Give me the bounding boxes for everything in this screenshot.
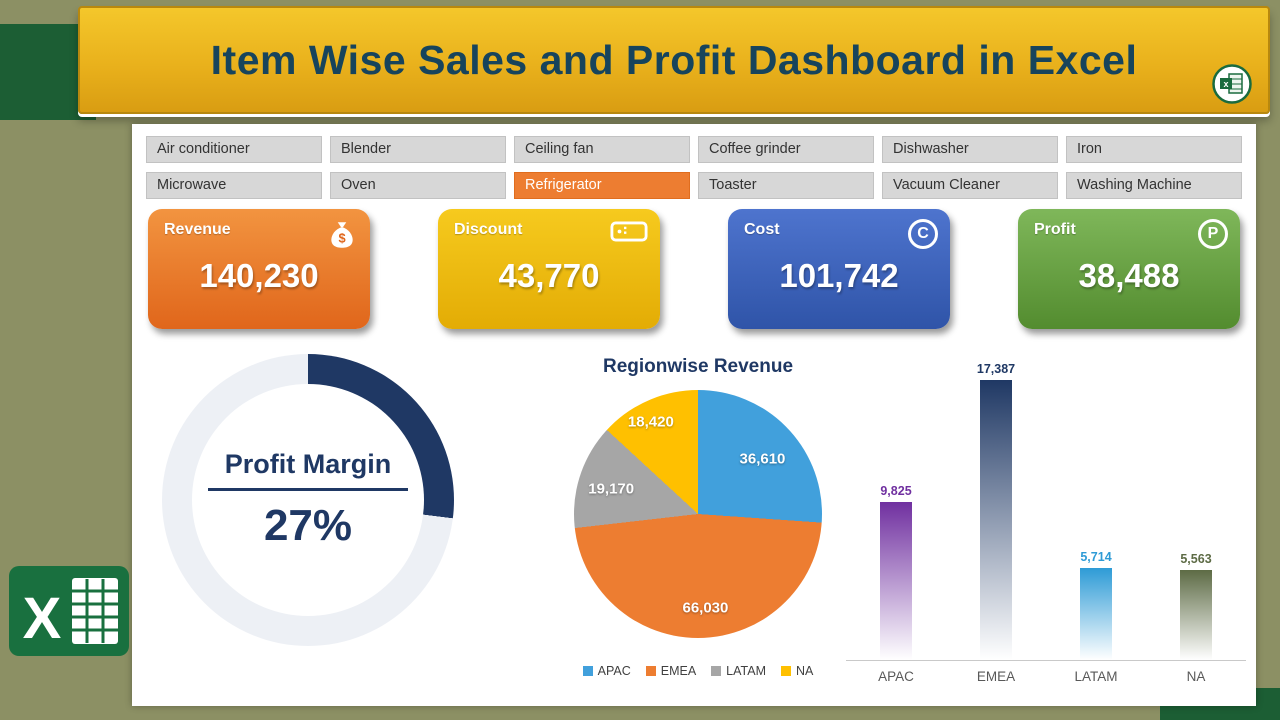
pie-slice-label-emea: 66,030: [682, 599, 729, 617]
kpi-label: Revenue: [164, 221, 231, 238]
kpi-card-cost: Cost C 101,742: [728, 209, 950, 329]
slicer-refrigerator[interactable]: Refrigerator: [514, 172, 690, 199]
pie-chart-title: Regionwise Revenue: [602, 356, 794, 377]
slicer-iron[interactable]: Iron: [1066, 136, 1242, 163]
slicer-oven[interactable]: Oven: [330, 172, 506, 199]
regionwise-revenue-chart: Regionwise Revenue 36,610 66,030 19,170 …: [552, 356, 844, 678]
kpi-value: 140,230: [199, 257, 319, 294]
legend-label: LATAM: [726, 664, 766, 678]
kpi-label: Profit: [1034, 221, 1076, 238]
dashboard-canvas: Air conditioner Blender Ceiling fan Coff…: [132, 124, 1256, 706]
bar: [880, 502, 912, 660]
legend-swatch: [645, 666, 656, 676]
legend-item-apac: APAC: [582, 664, 631, 678]
bar-column-apac: 9,825: [846, 484, 946, 660]
bar-value-label: 5,714: [1080, 550, 1112, 564]
bar: [1080, 568, 1112, 660]
kpi-value: 101,742: [779, 257, 899, 294]
donut-value: 27%: [263, 501, 353, 550]
excel-badge-icon: x: [1212, 64, 1252, 104]
kpi-label: Cost: [744, 221, 780, 238]
circle-letter: C: [908, 219, 938, 249]
slicer-air-conditioner[interactable]: Air conditioner: [146, 136, 322, 163]
excel-logo: X: [8, 558, 130, 662]
legend-label: NA: [796, 664, 814, 678]
money-bag-icon: $: [326, 219, 358, 256]
slicer-dishwasher[interactable]: Dishwasher: [882, 136, 1058, 163]
bar-plot-area: 9,825 17,387 5,714 5,563: [846, 362, 1246, 661]
kpi-row: Revenue $ 140,230 Discount: [148, 209, 1240, 329]
circle-p-icon: P: [1198, 219, 1228, 249]
regionwise-pie: 36,610 66,030 19,170 18,420: [574, 390, 822, 638]
svg-text:X: X: [23, 586, 62, 651]
bar-category-axis: APAC EMEA LATAM NA: [846, 661, 1246, 684]
kpi-card-revenue: Revenue $ 140,230: [148, 209, 370, 329]
bar-column-latam: 5,714: [1046, 550, 1146, 660]
bar-category-label: LATAM: [1074, 669, 1118, 684]
bar-column-na: 5,563: [1146, 552, 1246, 660]
slicer-ceiling-fan[interactable]: Ceiling fan: [514, 136, 690, 163]
donut-center: Profit Margin 27%: [192, 384, 424, 616]
svg-text:x: x: [1223, 79, 1228, 89]
kpi-label: Discount: [454, 221, 523, 238]
legend-label: APAC: [597, 664, 631, 678]
bar: [980, 380, 1012, 660]
legend-item-na: NA: [781, 664, 813, 678]
pie-legend: APAC EMEA LATAM NA: [552, 664, 844, 678]
legend-item-latam: LATAM: [711, 664, 766, 678]
bar-value-label: 17,387: [976, 362, 1016, 376]
slicer-coffee-grinder[interactable]: Coffee grinder: [698, 136, 874, 163]
kpi-card-discount: Discount 43,770: [438, 209, 660, 329]
regionwise-bar-chart: 9,825 17,387 5,714 5,563 APAC EME: [846, 362, 1246, 700]
legend-label: EMEA: [660, 664, 697, 678]
svg-text:$: $: [338, 230, 345, 245]
slicer-washing-machine[interactable]: Washing Machine: [1066, 172, 1242, 199]
bar-column-emea: 17,387: [946, 362, 1046, 660]
item-slicers: Air conditioner Blender Ceiling fan Coff…: [146, 136, 1242, 199]
legend-swatch: [781, 666, 791, 676]
legend-swatch: [711, 666, 722, 676]
donut-divider: [208, 488, 408, 491]
profit-margin-donut: Profit Margin 27%: [162, 354, 454, 646]
bar-category-label: EMEA: [976, 669, 1016, 684]
slicer-microwave[interactable]: Microwave: [146, 172, 322, 199]
bar: [1180, 570, 1212, 660]
bar-value-label: 5,563: [1180, 552, 1212, 566]
slicer-blender[interactable]: Blender: [330, 136, 506, 163]
circle-c-icon: C: [908, 219, 938, 249]
bar-value-label: 9,825: [880, 484, 912, 498]
legend-swatch: [582, 666, 593, 676]
kpi-card-profit: Profit P 38,488: [1018, 209, 1240, 329]
title-banner: Item Wise Sales and Profit Dashboard in …: [78, 6, 1270, 114]
coupon-icon: [610, 219, 648, 249]
pie-slice-label-apac: 36,610: [739, 450, 786, 468]
pie-slice-label-na: 18,420: [627, 413, 674, 431]
circle-letter: P: [1198, 219, 1228, 249]
legend-item-emea: EMEA: [645, 664, 697, 678]
bar-category-label: APAC: [878, 669, 914, 684]
slicer-vacuum-cleaner[interactable]: Vacuum Cleaner: [882, 172, 1058, 199]
kpi-value: 43,770: [498, 257, 600, 294]
kpi-value: 38,488: [1078, 257, 1180, 294]
slicer-toaster[interactable]: Toaster: [698, 172, 874, 199]
page-title: Item Wise Sales and Profit Dashboard in …: [210, 36, 1138, 83]
donut-title: Profit Margin: [224, 449, 392, 479]
pie-slice-label-latam: 19,170: [588, 480, 635, 498]
bar-category-label: NA: [1186, 669, 1206, 684]
